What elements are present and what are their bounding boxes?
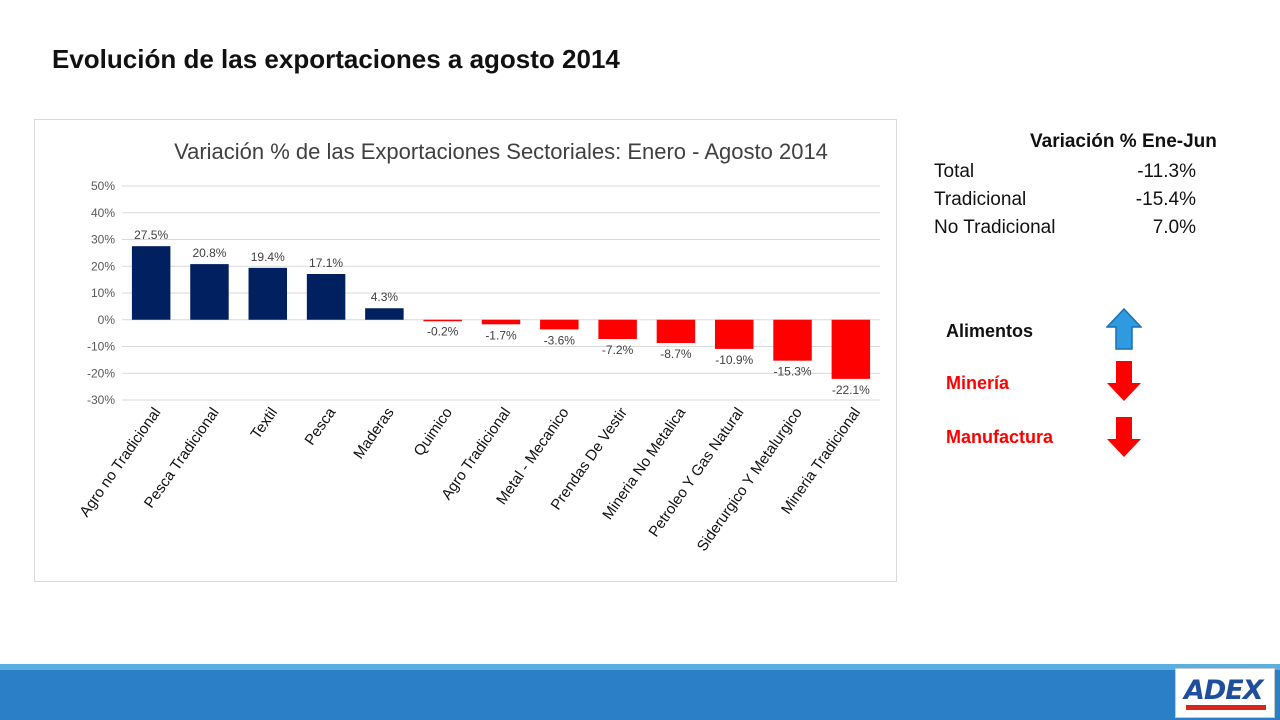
summary-label: Tradicional: [934, 189, 1027, 210]
summary-value: -11.3%: [1137, 161, 1196, 182]
category-label: Siderurgico Y Metalurgico: [694, 405, 806, 555]
bar: [598, 319, 637, 340]
y-tick-label: 0%: [98, 313, 116, 327]
data-label: -7.2%: [602, 343, 634, 357]
bar: [131, 246, 171, 320]
logo-underline: [1186, 705, 1266, 710]
data-label: -3.6%: [544, 333, 576, 347]
bar: [306, 274, 346, 320]
y-tick-label: 50%: [91, 179, 115, 193]
y-tick-label: -10%: [87, 340, 115, 354]
bar: [190, 264, 229, 320]
footer-stripe: [0, 664, 1280, 670]
data-label: -22.1%: [832, 383, 870, 397]
summary-row-no-tradicional: No Tradicional 7.0%: [934, 217, 1196, 243]
category-label: Pesca: [302, 404, 340, 448]
summary-label: No Tradicional: [934, 217, 1056, 238]
sector-label-alimentos: Alimentos: [946, 321, 1034, 341]
bar: [714, 319, 754, 349]
data-label: 4.3%: [371, 290, 399, 304]
bar: [365, 308, 404, 320]
bar: [540, 319, 579, 330]
bar: [423, 319, 462, 322]
logo-text: ADEX: [1184, 675, 1264, 706]
summary-heading: Variación % Ene-Jun: [1030, 131, 1217, 152]
summary-row-total: Total -11.3%: [934, 161, 1196, 187]
category-label: Quimico: [410, 405, 455, 460]
data-label: 27.5%: [134, 228, 168, 242]
bar: [248, 267, 288, 320]
y-tick-label: -20%: [87, 366, 115, 380]
y-tick-label: 30%: [91, 233, 115, 247]
data-label: -0.2%: [427, 324, 459, 338]
bar: [481, 319, 521, 325]
data-label: -1.7%: [485, 328, 517, 342]
down-arrow-icon: [1107, 417, 1141, 457]
summary-row-tradicional: Tradicional -15.4%: [934, 189, 1196, 215]
y-tick-label: 10%: [91, 286, 115, 300]
category-label: Maderas: [350, 405, 397, 463]
summary-value: -15.4%: [1135, 189, 1196, 210]
data-label: 17.1%: [309, 256, 343, 270]
slide-title: Evolución de las exportaciones a agosto …: [52, 44, 620, 74]
down-arrow-icon: [1107, 361, 1141, 401]
footer-bar: [0, 670, 1280, 720]
adex-logo: ADEX: [1175, 668, 1275, 718]
data-label: -8.7%: [660, 347, 692, 361]
data-label: -15.3%: [774, 365, 812, 379]
bar: [656, 319, 696, 344]
bar: [773, 319, 812, 361]
y-tick-label: -30%: [87, 393, 115, 407]
data-label: 20.8%: [192, 246, 226, 260]
data-label: 19.4%: [251, 250, 285, 264]
summary-value: 7.0%: [1152, 217, 1196, 238]
up-arrow-icon: [1106, 308, 1142, 350]
y-tick-label: 40%: [91, 206, 115, 220]
data-label: -10.9%: [715, 353, 753, 367]
chart-container: Variación % de las Exportaciones Sectori…: [34, 119, 897, 582]
sector-label-manufactura: Manufactura: [946, 427, 1054, 447]
bar: [831, 319, 871, 379]
sector-label-mineria: Minería: [946, 373, 1010, 393]
y-tick-label: 20%: [91, 259, 115, 273]
summary-label: Total: [934, 161, 975, 182]
chart-title: Variación % de las Exportaciones Sectori…: [174, 139, 828, 164]
category-label: Textil: [248, 405, 282, 443]
bar-chart: Variación % de las Exportaciones Sectori…: [76, 139, 880, 555]
